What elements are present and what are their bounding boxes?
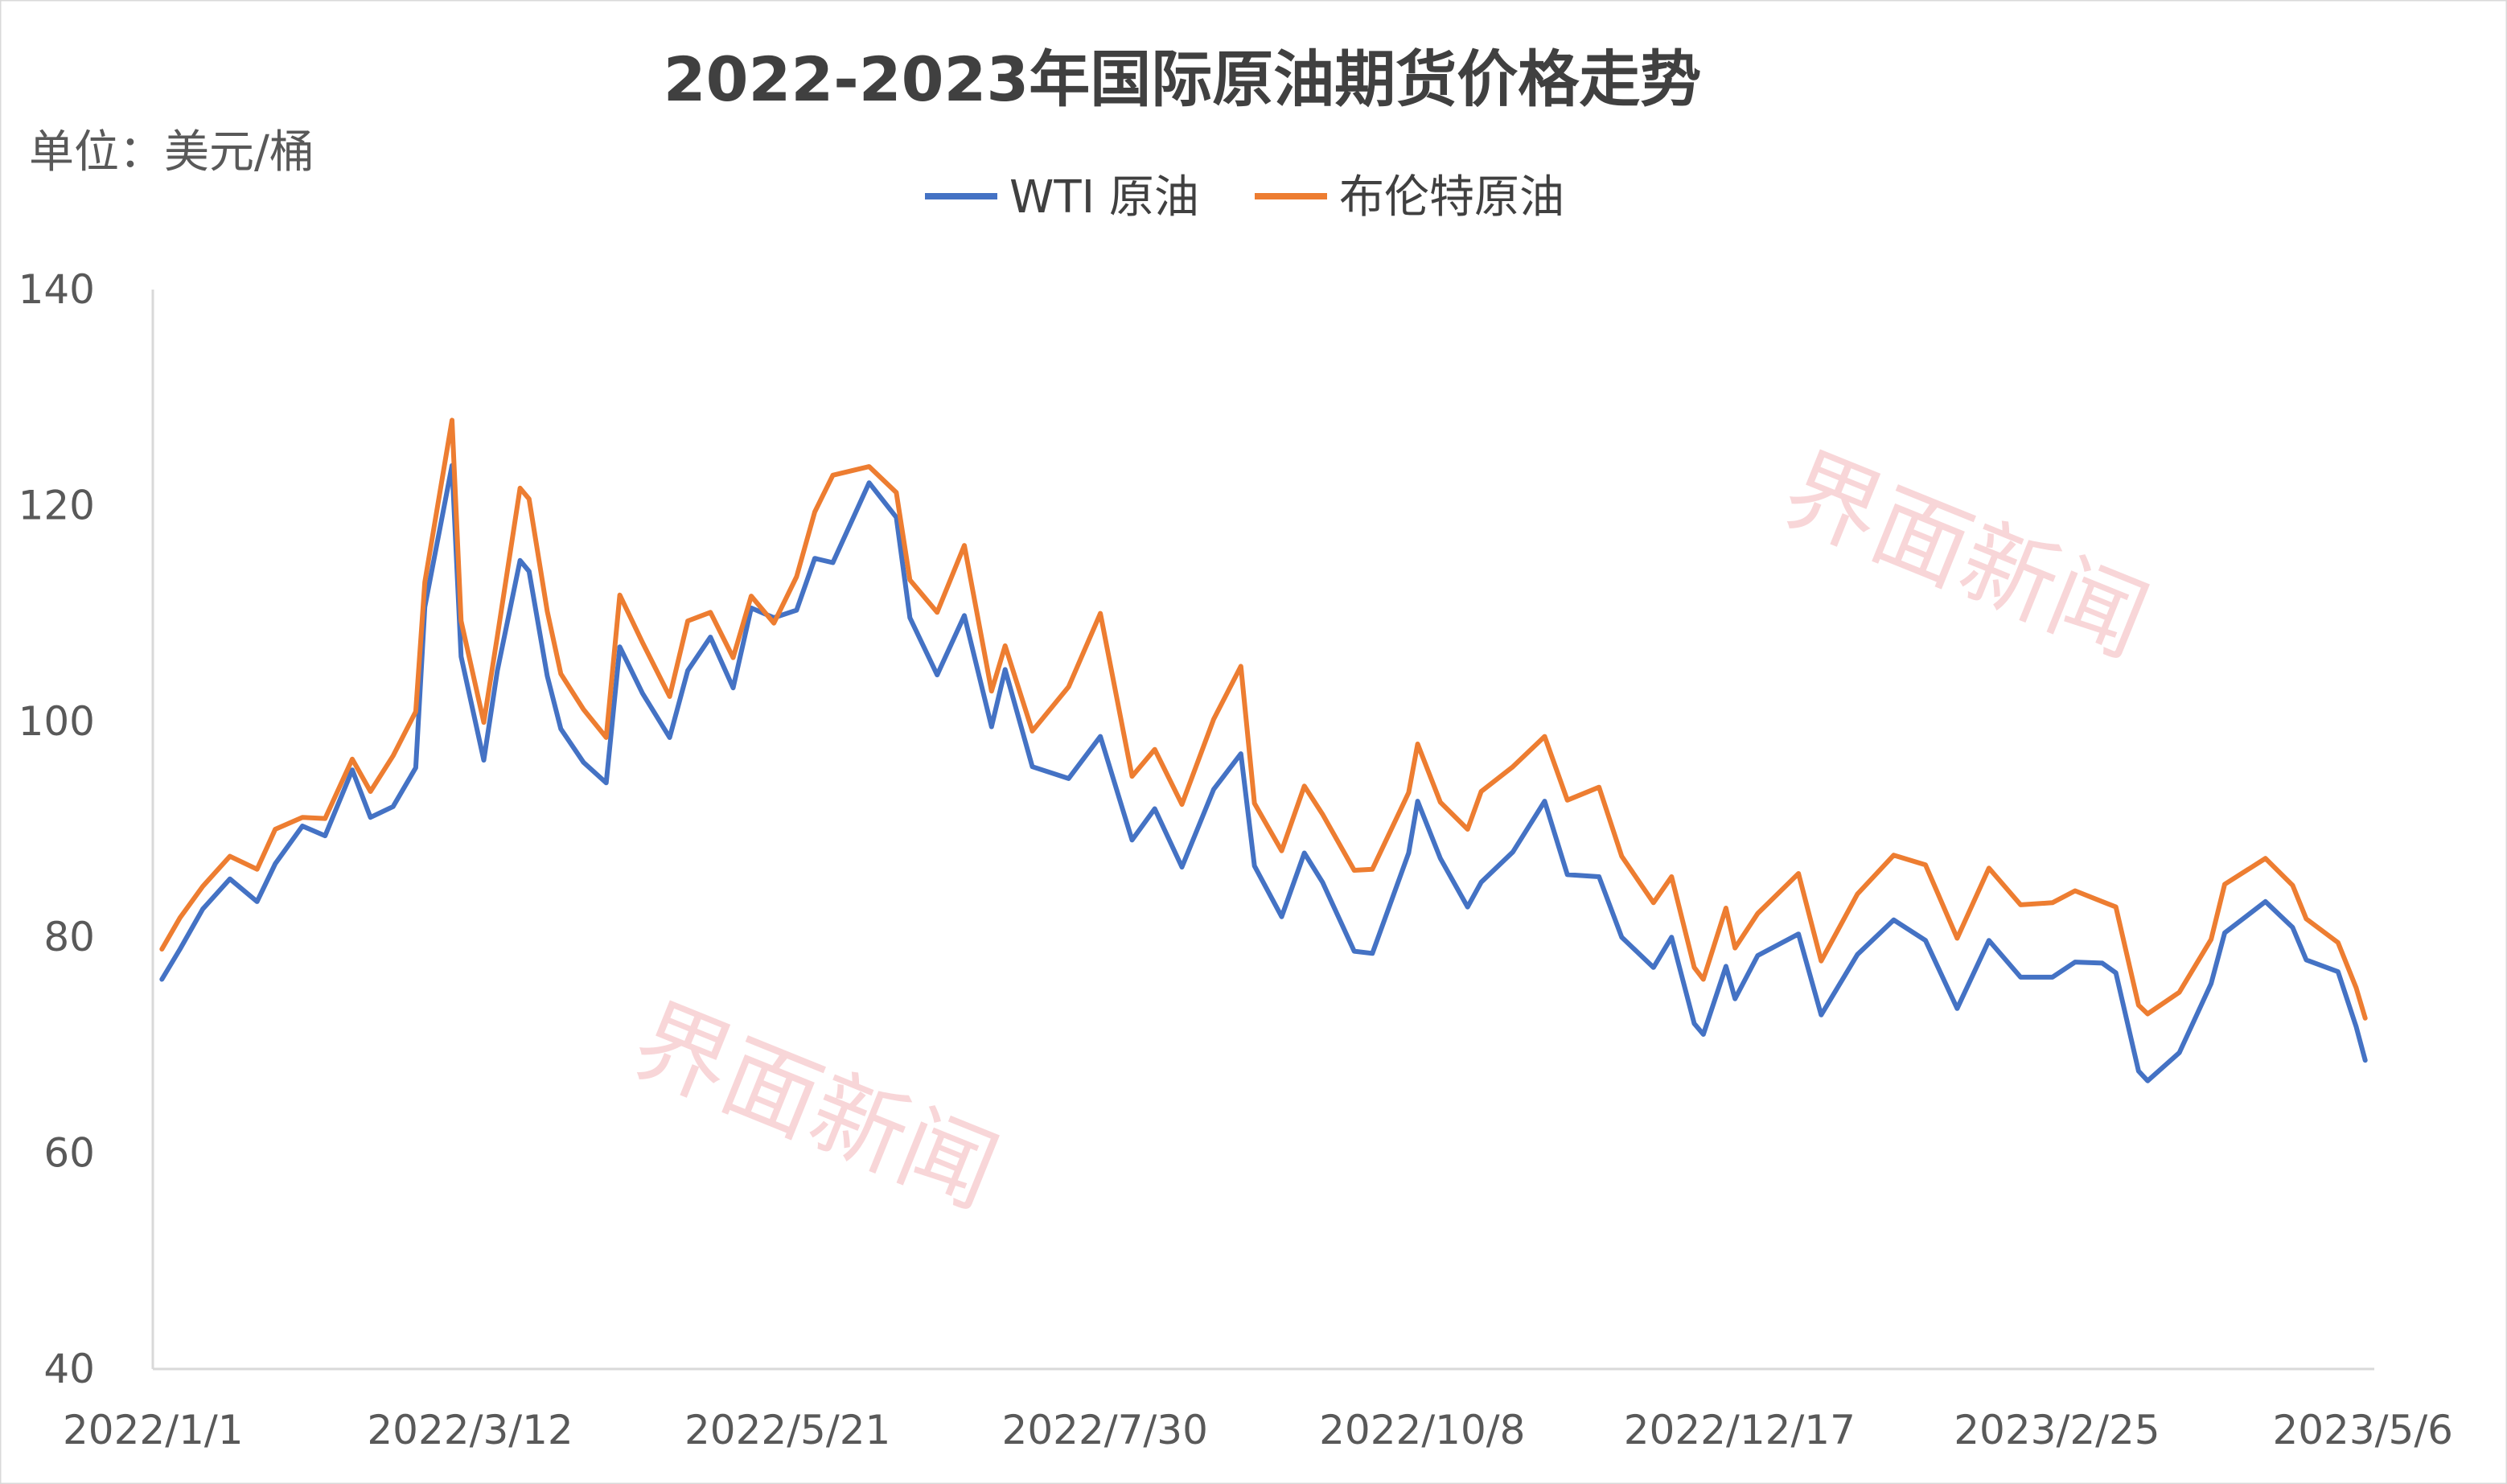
x-tick-label: 2023/2/25 — [1954, 1407, 2160, 1453]
x-tick-label: 2022/3/12 — [367, 1407, 573, 1453]
x-tick-label: 2023/5/6 — [2272, 1407, 2453, 1453]
x-tick-label: 2022/7/30 — [1002, 1407, 1208, 1453]
legend: WTI 原油 布伦特原油 — [925, 171, 1564, 224]
legend-label-brent: 布伦特原油 — [1339, 171, 1564, 224]
x-tick-label: 2022/5/21 — [684, 1407, 890, 1453]
y-tick-label: 40 — [43, 1346, 95, 1392]
y-tick-label: 60 — [43, 1130, 95, 1177]
series-lines — [159, 417, 2368, 1083]
x-tick-labels: 2022/1/1 2022/3/12 2022/5/21 2022/7/30 2022/… — [63, 1407, 2453, 1453]
x-tick-label: 2022/1/1 — [63, 1407, 244, 1453]
series-line-wti — [159, 462, 2368, 1083]
x-tick-label: 2022/10/8 — [1319, 1407, 1525, 1453]
y-tick-label: 80 — [43, 914, 95, 960]
unit-label: 单位：美元/桶 — [29, 126, 314, 179]
x-tick-label: 2022/12/17 — [1624, 1407, 1856, 1453]
chart-title: 2022-2023年国际原油期货价格走势 — [664, 43, 1702, 115]
y-tick-label: 140 — [18, 266, 95, 313]
y-tick-label: 120 — [18, 482, 95, 528]
legend-label-wti: WTI 原油 — [1009, 171, 1199, 224]
y-tick-labels: 40 60 80 100 120 140 — [18, 266, 95, 1392]
series-line-brent — [159, 417, 2368, 1021]
y-tick-label: 100 — [18, 698, 95, 745]
